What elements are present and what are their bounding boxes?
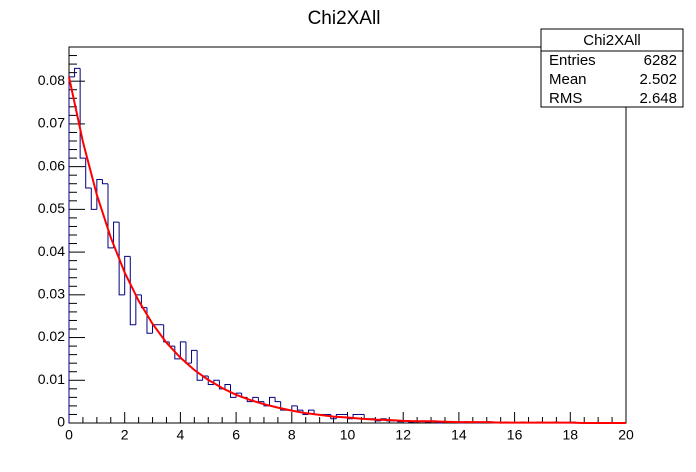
- stats-title: Chi2XAll: [583, 32, 641, 49]
- histogram-bin: [191, 349, 198, 364]
- histogram-bin: [235, 392, 242, 398]
- stats-value: 6282: [644, 52, 677, 69]
- histogram-bin: [179, 341, 186, 359]
- histogram-bin: [163, 324, 170, 343]
- histogram-bin: [302, 410, 309, 415]
- y-tick-label: 0.01: [38, 371, 65, 387]
- stats-label: RMS: [549, 90, 582, 107]
- x-tick-label: 2: [121, 427, 129, 443]
- histogram-bin: [296, 405, 303, 411]
- histogram-bin: [90, 188, 97, 210]
- histogram-bin: [96, 178, 103, 210]
- histogram-bin: [291, 405, 298, 411]
- y-tick-label: 0.08: [38, 72, 65, 88]
- histogram-bin: [224, 384, 231, 389]
- histogram-bin: [196, 350, 203, 381]
- histogram-bin: [274, 397, 281, 403]
- histogram-bin: [140, 294, 147, 309]
- histogram-bin: [280, 401, 287, 411]
- histogram-bin: [85, 158, 92, 189]
- x-tick-label: 20: [618, 427, 634, 443]
- histogram-bin: [79, 68, 86, 159]
- y-tick-label: 0.06: [38, 157, 65, 173]
- histogram-bin: [113, 221, 120, 248]
- fit-curve: [68, 76, 626, 424]
- y-tick-label: 0.02: [38, 328, 65, 344]
- x-tick-label: 0: [65, 427, 73, 443]
- x-tick-label: 4: [177, 427, 185, 443]
- histogram-bin: [107, 183, 114, 249]
- histogram-bin: [124, 255, 131, 295]
- histogram-bin: [118, 222, 125, 296]
- histogram-bin: [230, 384, 237, 398]
- x-tick-label: 14: [451, 427, 467, 443]
- y-tick-label: 0.07: [38, 115, 65, 131]
- histogram-bin: [101, 179, 108, 185]
- stats-label: Entries: [549, 52, 596, 69]
- y-tick-label: 0.03: [38, 286, 65, 302]
- stats-label: Mean: [549, 71, 587, 88]
- y-tick-label: 0.04: [38, 243, 65, 259]
- histogram-bin: [129, 256, 136, 326]
- stats-value: 2.502: [639, 71, 677, 88]
- x-tick-label: 16: [507, 427, 523, 443]
- histogram-bin: [74, 67, 81, 77]
- x-tick-label: 12: [395, 427, 411, 443]
- x-tick-label: 8: [288, 427, 296, 443]
- x-tick-label: 10: [340, 427, 356, 443]
- x-tick-label: 6: [232, 427, 240, 443]
- stats-border: [540, 28, 684, 108]
- x-tick-label: 18: [563, 427, 579, 443]
- chart-title: Chi2XAll: [308, 8, 381, 29]
- stats-value: 2.648: [639, 90, 677, 107]
- y-tick-label: 0.05: [38, 200, 65, 216]
- y-tick-label: 0: [57, 414, 65, 430]
- stats-box: Chi2XAll Entries 6282 Mean 2.502 RMS 2.648: [540, 28, 684, 108]
- histogram-bin: [269, 396, 276, 406]
